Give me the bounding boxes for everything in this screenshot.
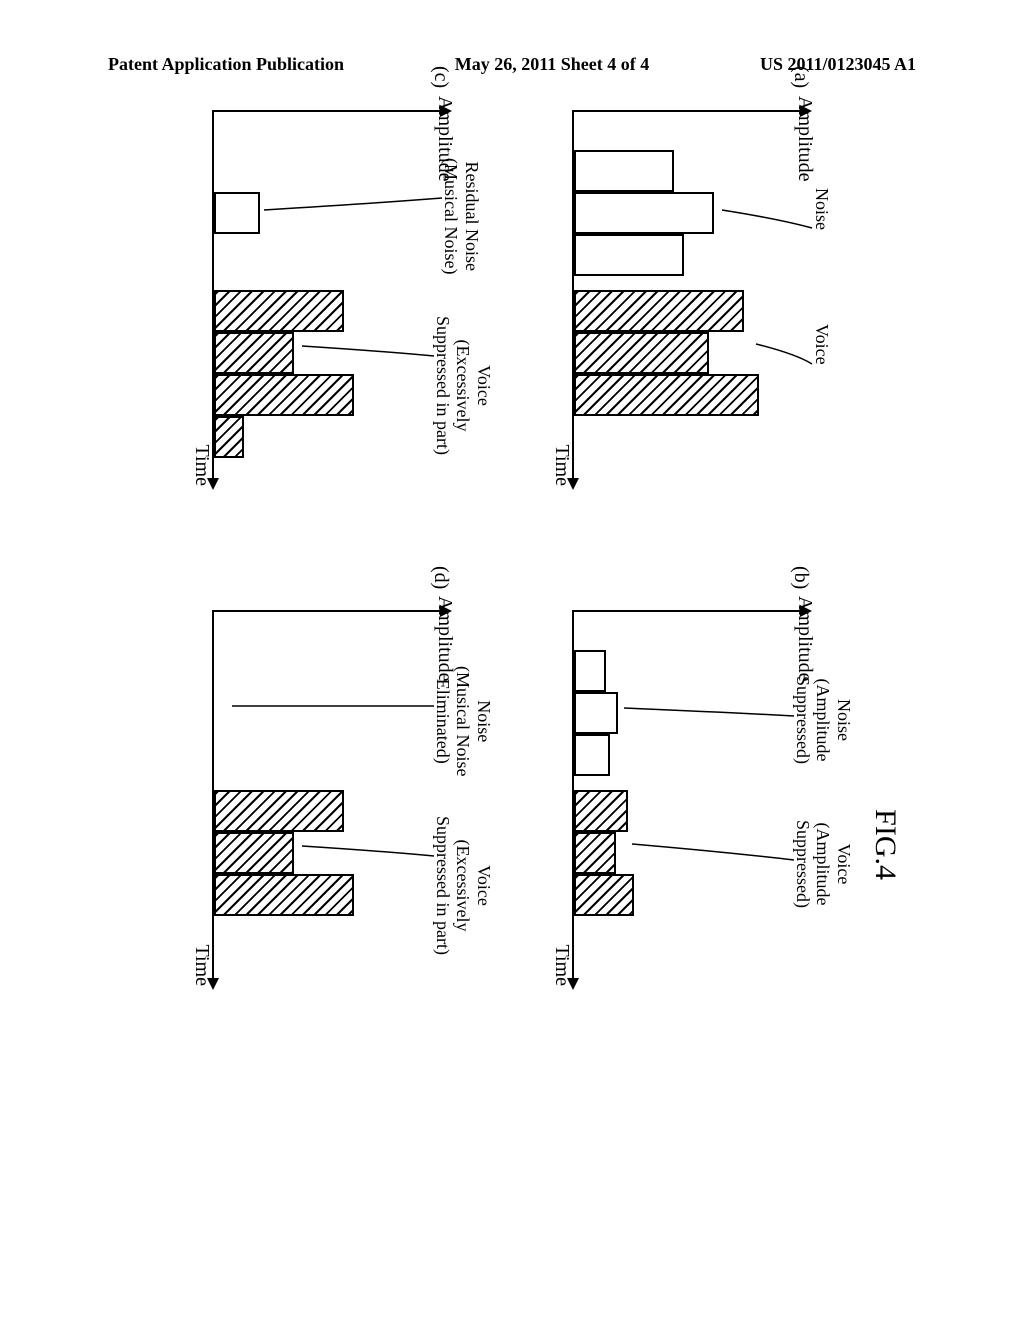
voice-bar — [214, 832, 294, 874]
bar-group — [214, 110, 432, 470]
voice-bar — [574, 290, 744, 332]
axes — [212, 110, 432, 470]
voice-bar — [214, 290, 344, 332]
axes — [572, 110, 792, 470]
bar-group — [574, 610, 792, 970]
callout-label: Voice(AmplitudeSuppressed) — [792, 820, 854, 908]
voice-bar — [214, 374, 354, 416]
panel-c: (c)AmplitudeTimeResidual Noise(Musical N… — [172, 70, 472, 490]
panel-id: (c) — [429, 66, 452, 88]
noise-bar — [574, 192, 714, 234]
voice-bar — [574, 874, 634, 916]
voice-bar — [214, 332, 294, 374]
x-axis-arrow-icon — [567, 478, 579, 490]
noise-bar — [574, 692, 618, 734]
noise-bar — [574, 234, 684, 276]
voice-bar — [214, 790, 344, 832]
voice-bar — [214, 416, 244, 458]
y-axis-arrow-icon — [440, 105, 452, 117]
leader-line-icon — [298, 346, 434, 360]
leader-line-icon — [620, 708, 794, 720]
leader-line-icon — [228, 706, 434, 710]
panel-id: (a) — [789, 66, 812, 88]
y-axis-arrow-icon — [440, 605, 452, 617]
callout-label: Voice(ExcessivelySuppressed in part) — [432, 816, 494, 955]
y-axis-arrow-icon — [800, 105, 812, 117]
panel-b: (b)AmplitudeTimeNoise(AmplitudeSuppresse… — [532, 570, 832, 990]
y-axis-arrow-icon — [800, 605, 812, 617]
leader-line-icon — [752, 344, 812, 368]
callout-label: Voice — [811, 324, 832, 365]
panel-id: (b) — [789, 566, 812, 589]
panel-id: (d) — [429, 566, 452, 589]
leader-line-icon — [260, 198, 442, 214]
figure-title: FIG.4 — [868, 809, 902, 880]
x-axis-arrow-icon — [207, 978, 219, 990]
callout-label: Voice(ExcessivelySuppressed in part) — [432, 316, 494, 455]
x-axis-arrow-icon — [207, 478, 219, 490]
callout-label: Noise(Musical NoiseEliminated) — [432, 666, 494, 776]
callout-label: Noise — [811, 188, 832, 230]
callout-label: Residual Noise(Musical Noise) — [441, 158, 482, 274]
x-axis-arrow-icon — [567, 978, 579, 990]
voice-bar — [574, 832, 616, 874]
axes — [572, 610, 792, 970]
voice-bar — [574, 790, 628, 832]
callout-label: Noise(AmplitudeSuppressed) — [792, 676, 854, 764]
noise-bar — [574, 150, 674, 192]
voice-bar — [574, 374, 759, 416]
noise-bar — [574, 734, 610, 776]
noise-bar — [214, 192, 260, 234]
voice-bar — [214, 874, 354, 916]
figure-4-container: FIG.4 (a)AmplitudeTimeNoiseVoice (b)Ampl… — [152, 50, 872, 1030]
voice-bar — [574, 332, 709, 374]
bar-group — [574, 110, 792, 470]
leader-line-icon — [718, 210, 812, 232]
leader-line-icon — [628, 844, 794, 864]
bar-group — [214, 610, 432, 970]
noise-bar — [574, 650, 606, 692]
panel-a: (a)AmplitudeTimeNoiseVoice — [532, 70, 832, 490]
axes — [212, 610, 432, 970]
panel-d: (d)AmplitudeTimeNoise(Musical NoiseElimi… — [172, 570, 472, 990]
leader-line-icon — [298, 846, 434, 860]
